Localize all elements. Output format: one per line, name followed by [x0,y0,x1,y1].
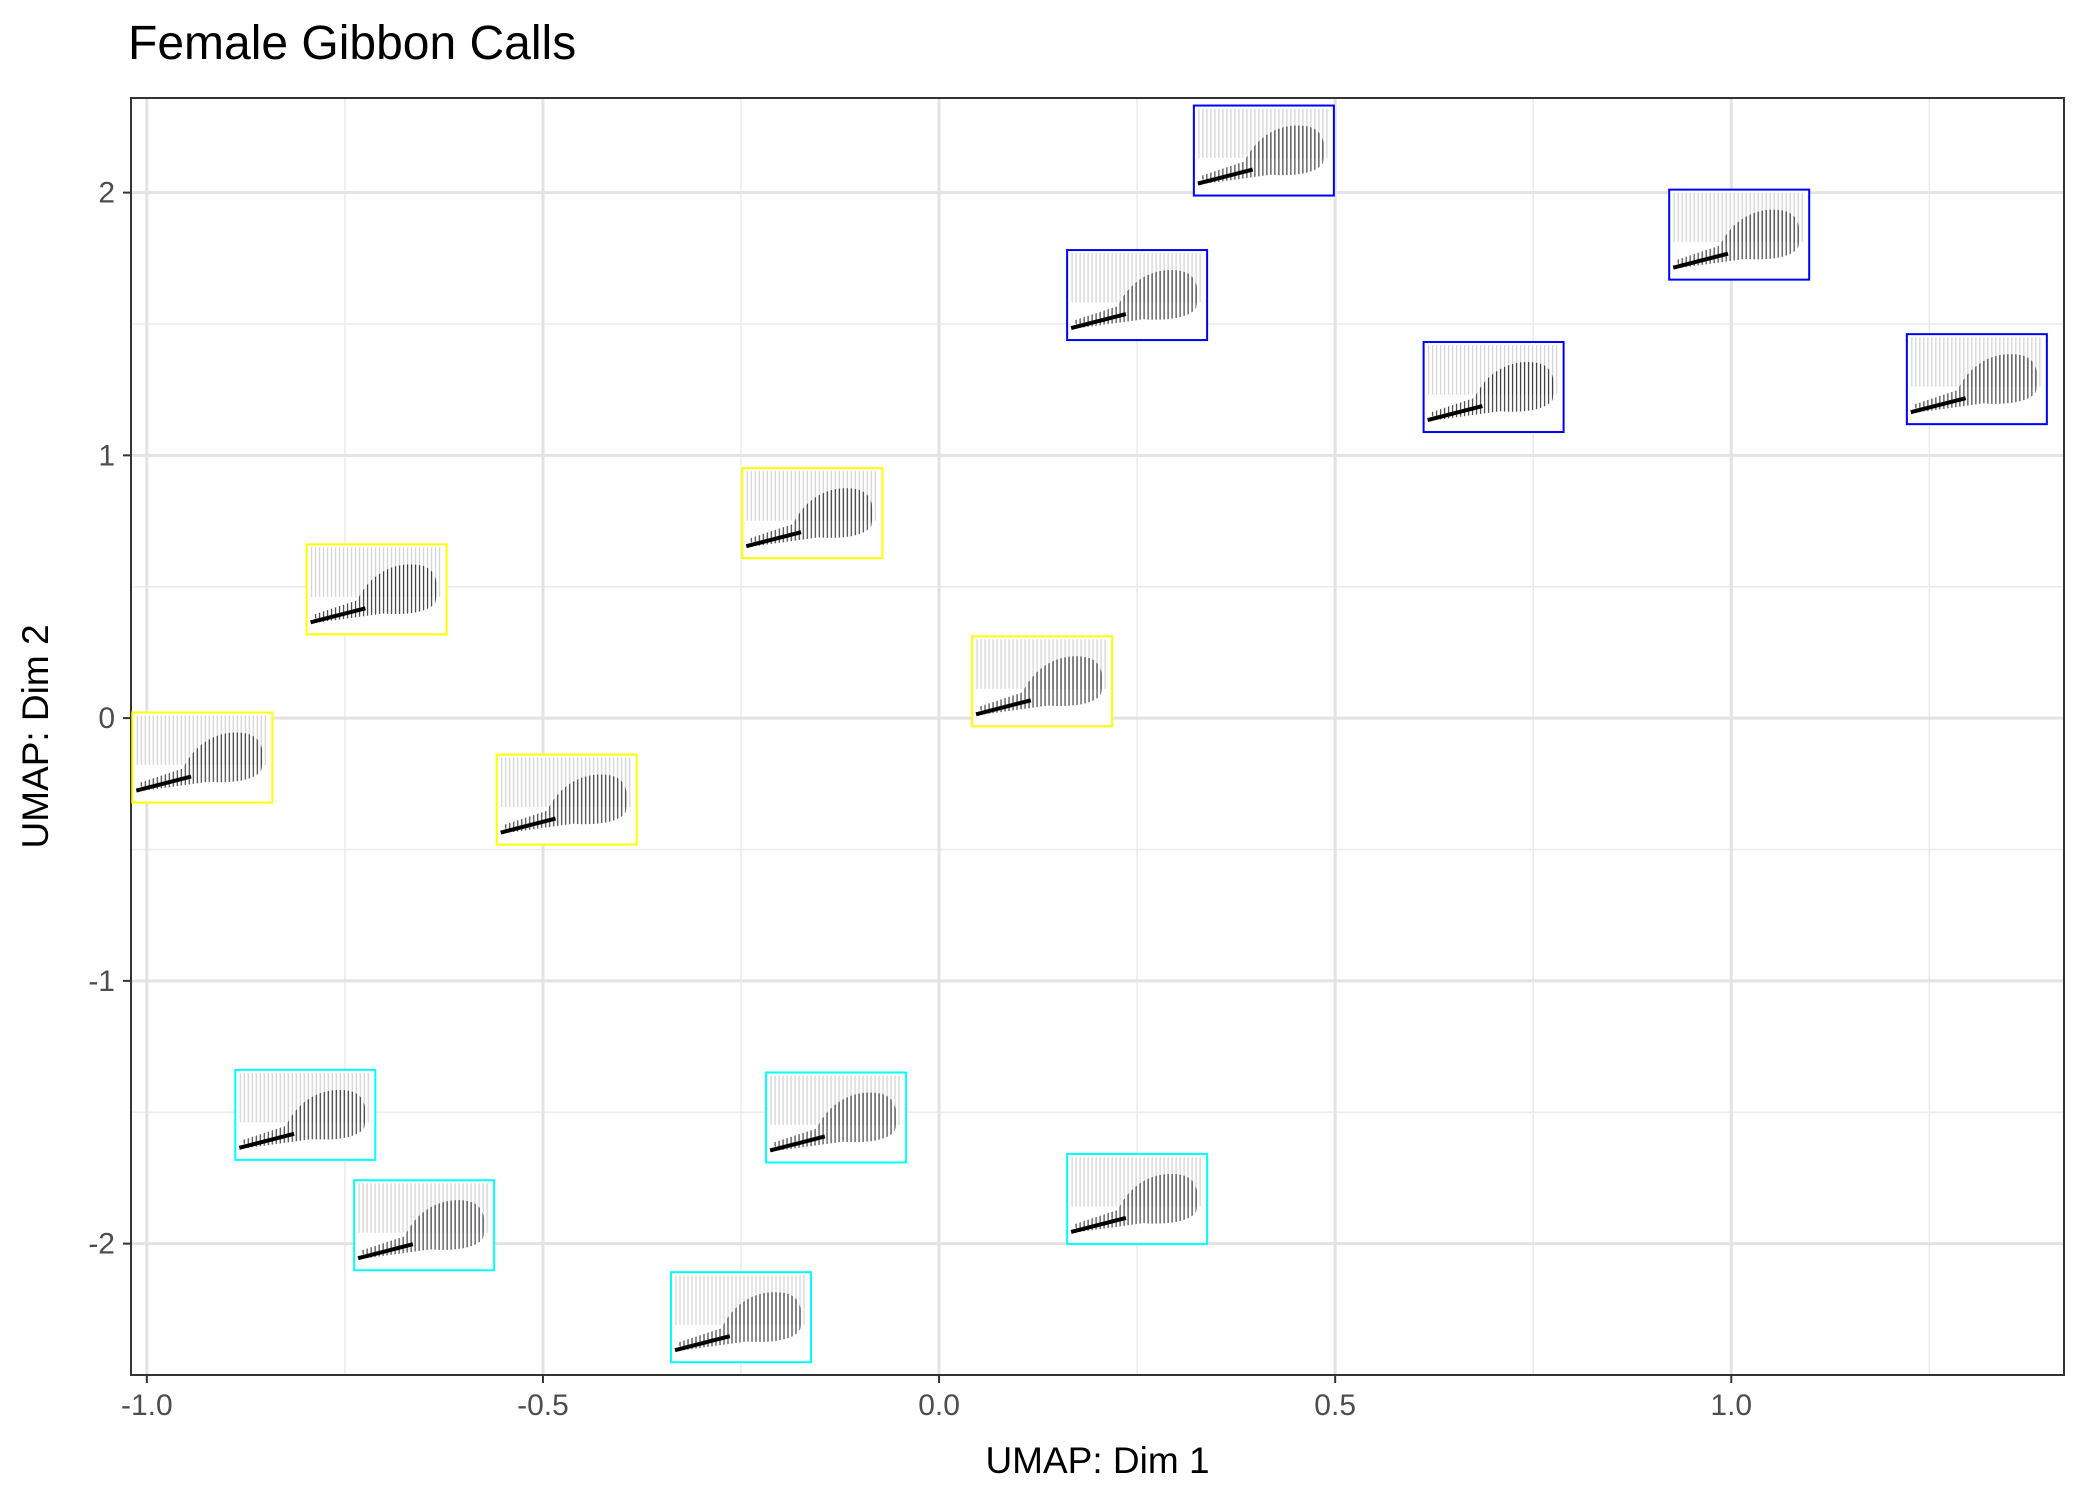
marker-border [765,1071,908,1164]
spectrogram-marker [1066,249,1209,342]
y-tick-label: -2 [88,1228,115,1261]
spectrogram-phrase-start [975,698,1032,717]
x-tick-label: -1.0 [121,1389,173,1422]
spectrogram-marker [1668,188,1811,281]
spectrogram-phrase-start [310,606,366,625]
spectrogram-marker [971,635,1114,728]
y-axis-label: UMAP: Dim 2 [15,624,56,848]
spectrogram-marker [765,1071,908,1164]
spectrogram-phrase-start [500,816,557,835]
y-tick-label: 0 [98,702,115,735]
chart-title: Female Gibbon Calls [128,17,577,70]
marker-border [131,711,274,804]
x-tick-label: -0.5 [517,1389,569,1422]
spectrogram-phrase-start [1672,251,1729,270]
marker-border [1422,341,1565,434]
spectrogram-phrase-start [1197,167,1254,186]
marker-border [1066,1152,1209,1245]
spectrogram-phrase-start [357,1242,414,1261]
x-tick-label: 0.5 [1314,1389,1356,1422]
marker-border [495,753,638,846]
marker-border [971,635,1114,728]
x-tick-label: 1.0 [1710,1389,1752,1422]
spectrogram-marker [234,1068,377,1161]
spectrogram-phrase-start [674,1334,731,1353]
spectrogram-marker [353,1179,496,1272]
x-tick-label: 0.0 [918,1389,960,1422]
spectrogram-phrase-start [769,1134,826,1153]
marker-border [1066,249,1209,342]
spectrogram-marker [1905,333,2048,426]
marker-border [1192,104,1335,197]
spectrogram-phrase-start [238,1131,295,1150]
y-tick-label: 2 [98,177,115,210]
plot-panel [130,97,2065,1376]
spectrogram-marker [741,467,884,560]
data-points [131,104,2048,1364]
axes: -1.0 -0.5 0.0 0.5 1.0 -2 -1 0 1 2 UMAP: Dim 1 UMAP:… [15,177,1752,1481]
y-tick-label: 1 [98,439,115,472]
marker-border [305,543,448,636]
marker-border [741,467,884,560]
spectrogram-marker [1066,1152,1209,1245]
spectrogram-marker [131,711,274,804]
spectrogram-marker [495,753,638,846]
marker-border [353,1179,496,1272]
spectrogram-phrase-start [1070,1216,1127,1234]
spectrogram-phrase-start [1070,312,1127,331]
marker-border [670,1271,813,1364]
marker-border [1668,188,1811,281]
spectrogram-phrase-start [1427,404,1483,422]
spectrogram-marker [670,1271,813,1364]
spectrogram-phrase-start [745,530,802,549]
spectrogram-marker [305,543,448,636]
spectrogram-phrase-start [1910,396,1967,415]
marker-border [234,1068,377,1161]
marker-border [1905,333,2048,426]
x-axis-label: UMAP: Dim 1 [985,1440,1209,1481]
spectrogram-marker [1192,104,1335,197]
spectrogram-phrase-start [135,774,192,793]
y-tick-label: -1 [88,965,115,998]
spectrogram-marker [1422,341,1565,434]
